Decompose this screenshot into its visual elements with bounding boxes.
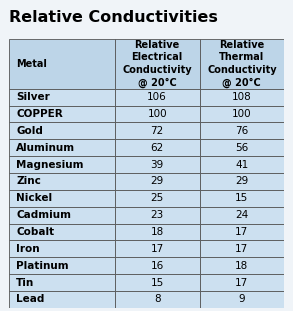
Text: Lead: Lead [16,295,45,304]
Text: 29: 29 [151,176,164,186]
Bar [115,274,200,291]
Text: Silver: Silver [16,92,50,102]
Bar [115,139,200,156]
Text: 108: 108 [232,92,252,102]
Bar [115,224,200,240]
Text: Relative Conductivities: Relative Conductivities [9,10,218,25]
Bar [9,224,115,240]
Bar [200,291,284,308]
Text: Magnesium: Magnesium [16,160,84,169]
Text: 100: 100 [232,109,252,119]
Text: Gold: Gold [16,126,43,136]
Text: 72: 72 [151,126,164,136]
Bar [115,122,200,139]
Bar [9,240,115,257]
Bar [200,156,284,173]
Bar [200,39,284,89]
Bar [115,39,200,89]
Text: 100: 100 [147,109,167,119]
Bar [115,156,200,173]
Text: 15: 15 [151,278,164,288]
Bar [115,105,200,122]
Text: 8: 8 [154,295,161,304]
Bar [115,173,200,190]
Text: 29: 29 [235,176,248,186]
Bar [115,291,200,308]
Bar [200,240,284,257]
Text: 17: 17 [151,244,164,254]
Text: Zinc: Zinc [16,176,41,186]
Text: 23: 23 [151,210,164,220]
Bar [115,240,200,257]
Bar [200,257,284,274]
Text: 16: 16 [151,261,164,271]
Bar [9,39,115,89]
Text: Relative
Electrical
Conductivity
@ 20°C: Relative Electrical Conductivity @ 20°C [122,40,192,87]
Bar [9,89,115,105]
Bar [200,139,284,156]
Text: 56: 56 [235,143,248,153]
Bar [9,139,115,156]
Bar [200,173,284,190]
Text: Metal: Metal [16,59,47,69]
Bar [115,190,200,207]
Text: 17: 17 [235,227,248,237]
Text: 18: 18 [235,261,248,271]
Text: 17: 17 [235,278,248,288]
Bar [9,105,115,122]
Bar [200,207,284,224]
Text: 39: 39 [151,160,164,169]
Bar [200,89,284,105]
Bar [115,207,200,224]
Bar [200,274,284,291]
Bar [200,190,284,207]
Text: 41: 41 [235,160,248,169]
Text: Cadmium: Cadmium [16,210,71,220]
Bar [115,89,200,105]
Text: Relative
Thermal
Conductivity
@ 20°C: Relative Thermal Conductivity @ 20°C [207,40,277,87]
Bar [9,207,115,224]
Text: 17: 17 [235,244,248,254]
Text: Nickel: Nickel [16,193,52,203]
Text: 62: 62 [151,143,164,153]
Text: 18: 18 [151,227,164,237]
Text: 76: 76 [235,126,248,136]
Bar [9,156,115,173]
Bar [200,105,284,122]
Text: COPPER: COPPER [16,109,63,119]
Bar [9,190,115,207]
Text: 24: 24 [235,210,248,220]
Text: 25: 25 [151,193,164,203]
Bar [9,274,115,291]
Text: Cobalt: Cobalt [16,227,54,237]
Bar [9,122,115,139]
Text: 106: 106 [147,92,167,102]
Text: Tin: Tin [16,278,35,288]
Text: Aluminum: Aluminum [16,143,75,153]
Bar [9,291,115,308]
Bar [115,257,200,274]
Bar [9,257,115,274]
Bar [200,122,284,139]
Text: Iron: Iron [16,244,40,254]
Bar [9,173,115,190]
Text: 15: 15 [235,193,248,203]
Bar [200,224,284,240]
Text: Platinum: Platinum [16,261,69,271]
Text: 9: 9 [239,295,245,304]
